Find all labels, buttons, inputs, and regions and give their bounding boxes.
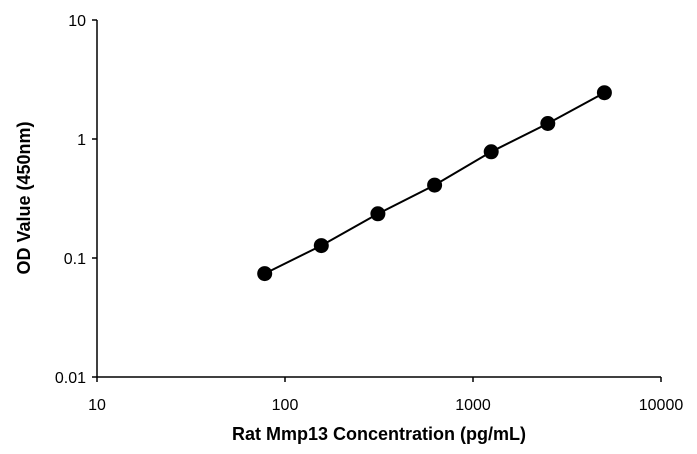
y-tick-label: 1 (77, 132, 86, 149)
x-tick-label: 100 (272, 397, 299, 414)
data-point (596, 85, 612, 101)
data-point (427, 177, 443, 193)
y-axis-title: OD Value (450nm) (14, 121, 34, 274)
axes (96, 20, 661, 378)
x-tick-label: 1000 (455, 397, 491, 414)
axis-ticks: 10 100 1000 10000 0.01 0.1 1 10 (55, 13, 683, 414)
y-tick-label: 10 (68, 13, 86, 30)
data-series (257, 85, 612, 282)
y-tick-label: 0.01 (55, 370, 86, 387)
data-point (370, 206, 386, 222)
x-tick-label: 10000 (639, 397, 684, 414)
x-axis-title: Rat Mmp13 Concentration (pg/mL) (232, 424, 526, 444)
data-point (257, 266, 273, 282)
y-tick-label: 0.1 (64, 251, 86, 268)
data-point (540, 116, 556, 131)
data-point (483, 144, 499, 160)
x-tick-label: 10 (88, 397, 106, 414)
data-point (313, 238, 329, 254)
